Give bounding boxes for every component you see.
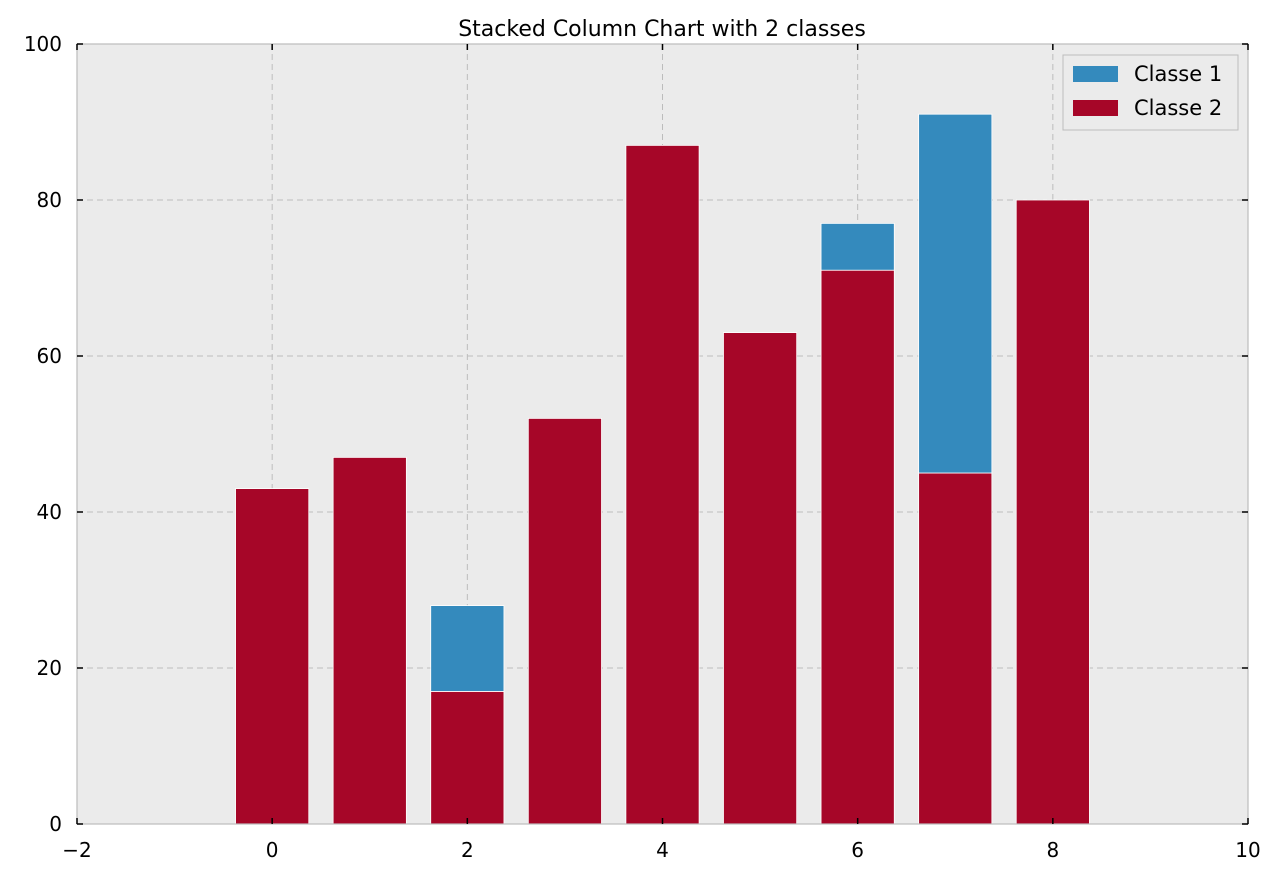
x-tick-label: 2 — [461, 838, 474, 862]
tick-marks — [76, 43, 1249, 825]
x-tick-label: 6 — [851, 838, 864, 862]
y-tick-label: 100 — [24, 32, 62, 56]
bar-classe-2 — [625, 144, 700, 825]
x-tick-labels: −2 0 2 4 6 8 10 — [62, 838, 1260, 862]
x-tick-label: 8 — [1046, 838, 1059, 862]
bar-classe-2 — [332, 456, 407, 825]
bar-classe-1 — [430, 605, 505, 692]
bar-classe-2 — [723, 332, 798, 825]
y-tick-labels: 0 20 40 60 80 100 — [24, 32, 62, 836]
y-tick-label: 0 — [49, 812, 62, 836]
y-tick-label: 20 — [37, 656, 62, 680]
bar-classe-2 — [1015, 199, 1090, 825]
legend-swatch — [1073, 66, 1118, 82]
bar-classe-2 — [527, 417, 602, 825]
x-tick-label: 4 — [656, 838, 669, 862]
bar-classe-2 — [820, 269, 895, 825]
legend-swatch — [1073, 100, 1118, 116]
legend-label: Classe 1 — [1134, 62, 1222, 86]
bars — [235, 113, 1090, 825]
legend: Classe 1 Classe 2 — [1062, 54, 1239, 131]
bar-classe-1 — [918, 113, 993, 474]
y-tick-label: 40 — [37, 500, 62, 524]
chart-title: Stacked Column Chart with 2 classes — [458, 17, 866, 42]
bar-classe-2 — [430, 691, 505, 825]
legend-label: Classe 2 — [1134, 96, 1222, 120]
y-tick-label: 80 — [37, 188, 62, 212]
bar-classe-1 — [820, 222, 895, 271]
x-tick-label: 0 — [266, 838, 279, 862]
bar-classe-2 — [918, 472, 993, 825]
y-tick-label: 60 — [37, 344, 62, 368]
x-tick-label: −2 — [62, 838, 91, 862]
x-tick-label: 10 — [1235, 838, 1260, 862]
bar-classe-2 — [235, 488, 310, 825]
